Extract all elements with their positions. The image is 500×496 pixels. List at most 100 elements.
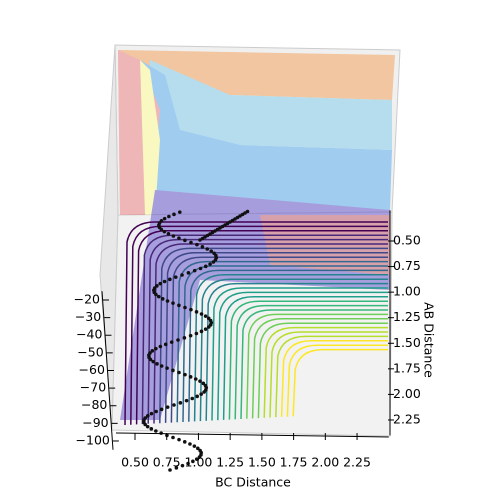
trajectory-dot [186, 461, 190, 466]
trajectory-dot [150, 349, 155, 353]
trajectory-dot [200, 245, 205, 249]
contour-line [240, 309, 388, 420]
surface-band [140, 60, 392, 215]
x-tick-label: 1.50 [248, 455, 276, 470]
contour-line [292, 348, 388, 417]
trajectory-dot [188, 333, 193, 338]
z-tick-label: −60 [79, 362, 105, 377]
z-axis-line [101, 291, 114, 450]
trajectory-dot [195, 394, 199, 399]
trajectory-dot [194, 310, 199, 314]
contour-line [280, 340, 388, 417]
contour-line [124, 221, 388, 426]
y-tick-label: 1.75 [393, 360, 421, 375]
trajectory-dot [192, 444, 197, 448]
x-tick-label: 1.75 [280, 455, 308, 470]
surface-band [260, 215, 390, 275]
x-tick-label: 1.00 [185, 455, 213, 470]
contour-line [251, 318, 388, 419]
trajectory-dot [189, 307, 193, 312]
z-tick-label: −80 [81, 397, 107, 412]
x-tick-label: 1.25 [216, 455, 244, 470]
trajectory-dot [174, 466, 179, 470]
surface [118, 50, 395, 420]
contour-line [211, 287, 388, 421]
trajectory-dot [145, 424, 150, 429]
trajectory-dot [183, 372, 187, 377]
y-axis-label: AB Distance [422, 302, 437, 378]
contour-line [246, 313, 388, 419]
trajectory-dot [184, 398, 189, 403]
trajectory-dot [148, 351, 152, 355]
trajectory-dot [203, 314, 208, 318]
trajectory-dot [188, 442, 192, 446]
trajectory-dot [159, 407, 164, 412]
contour-line [193, 274, 388, 422]
contour-line [205, 282, 388, 421]
contour-line [228, 300, 388, 420]
trajectory-dot [177, 236, 181, 240]
contours [124, 221, 388, 426]
trajectory [142, 209, 250, 472]
trajectory-dot [154, 346, 158, 351]
trajectory-dot [176, 338, 180, 342]
trajectory-dot [162, 216, 167, 221]
y-tick-label: 0.50 [393, 233, 421, 248]
trajectory-dot [203, 264, 208, 269]
trajectory-dot [149, 411, 154, 416]
trajectory-dot [165, 405, 170, 409]
z-tick-label: −30 [75, 309, 101, 324]
trajectory-dot [180, 273, 184, 277]
trajectory-dot [171, 234, 176, 238]
trajectory-dot [165, 366, 169, 370]
x-axis-line [115, 432, 389, 438]
contour-line [199, 278, 388, 422]
trajectory-dot [159, 364, 164, 368]
y-tick-label: 1.00 [393, 284, 421, 299]
trajectory-dot [143, 416, 148, 420]
trajectory-dot [195, 242, 199, 247]
x-tick-label: 0.50 [121, 455, 149, 470]
trajectory-dot [189, 240, 193, 245]
contour-line [135, 230, 388, 425]
surface-band [140, 60, 392, 215]
trajectory-dot [199, 312, 204, 316]
trajectory-dot [183, 238, 187, 243]
trajectory-dot [209, 249, 214, 253]
trajectory-dot [199, 392, 204, 396]
trajectory-dot [151, 359, 156, 364]
trajectory-dot [155, 362, 159, 366]
x-tick-label: 2.25 [343, 455, 371, 470]
trajectory-dot [190, 396, 195, 401]
y-tick-label: 2.25 [393, 411, 421, 426]
trajectory-dot [212, 251, 216, 256]
surface-band [140, 60, 160, 215]
trajectory-dot [167, 214, 171, 219]
trajectory-dot [205, 247, 210, 251]
trajectory-dot [171, 435, 175, 440]
trajectory-dot [177, 210, 182, 214]
trajectory-dot [162, 279, 167, 284]
y-tick-label: 0.75 [393, 258, 421, 273]
trajectory-dot [182, 440, 187, 444]
trajectory-dot [191, 459, 195, 464]
trajectory-dot [198, 448, 202, 453]
trajectory-dot [172, 212, 176, 217]
contour-line [286, 344, 388, 417]
contour-line [222, 296, 388, 420]
trajectory-dot [171, 301, 175, 305]
trajectory-dot [198, 379, 202, 383]
contour-line [234, 304, 388, 420]
trajectory-dot [177, 370, 181, 375]
trajectory-dot [166, 232, 171, 236]
y-tick-label: 1.25 [393, 309, 421, 324]
contour-line [188, 269, 388, 422]
trajectory-dot [171, 368, 175, 373]
z-tick-label: −90 [82, 415, 108, 430]
trajectory-dot [178, 401, 183, 405]
trajectory-dot [163, 342, 168, 347]
contour-line [263, 326, 388, 418]
trajectory-dot [168, 277, 172, 282]
z-tick-label: −100 [76, 432, 110, 447]
